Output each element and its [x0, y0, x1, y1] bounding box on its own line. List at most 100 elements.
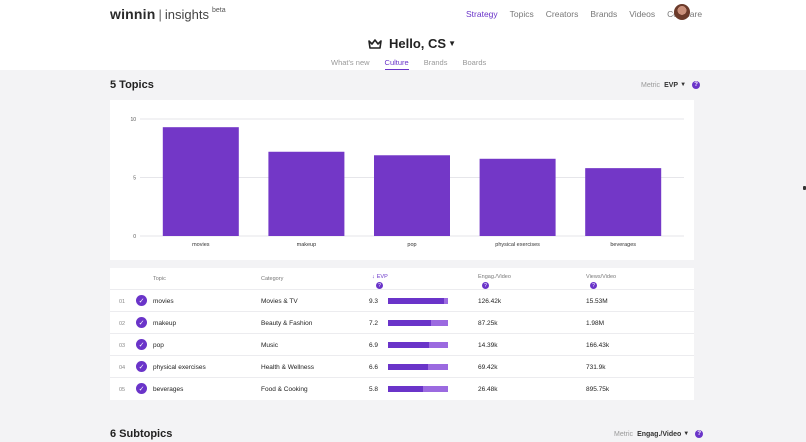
row-engag: 14.39k: [478, 342, 498, 349]
y-tick-label: 5: [133, 176, 136, 182]
row-engag: 69.42k: [478, 364, 498, 371]
evp-bar-fill: [388, 298, 444, 304]
row-topic[interactable]: beverages: [153, 386, 184, 393]
check-icon[interactable]: ✓: [136, 295, 147, 306]
evp-bar: [388, 364, 448, 370]
help-icon[interactable]: ?: [482, 282, 489, 289]
evp-bar-fill: [388, 320, 432, 326]
nav-brands[interactable]: Brands: [590, 9, 618, 19]
topics-section-title: 5 Topics: [110, 79, 154, 91]
tab-brands[interactable]: Brands: [423, 58, 448, 67]
bar-beverages[interactable]: [585, 168, 662, 236]
col-evp[interactable]: ↓ EVP ?: [372, 274, 388, 289]
col-views[interactable]: Views/Video ?: [586, 274, 617, 289]
bar-makeup[interactable]: [268, 151, 345, 236]
row-rank: 05: [119, 387, 126, 393]
tab-culture[interactable]: Culture: [384, 58, 409, 70]
subtopics-metric-selector[interactable]: Metric Engag./Video ▼ ?: [614, 430, 704, 438]
col-category[interactable]: Category: [261, 276, 284, 282]
row-topic[interactable]: physical exercises: [153, 364, 206, 371]
row-category: Music: [261, 342, 278, 349]
row-engag: 26.48k: [478, 386, 498, 393]
beta-badge: beta: [212, 7, 226, 14]
scroll-handle[interactable]: [803, 186, 806, 190]
row-category: Beauty & Fashion: [261, 320, 313, 327]
tab-whats-new[interactable]: What's new: [331, 58, 370, 67]
chevron-down-icon: ▼: [683, 431, 690, 437]
row-views: 166.43k: [586, 342, 610, 349]
top-header: winnin | insights beta Strategy Topics C…: [0, 0, 806, 70]
row-evp: 9.3: [369, 298, 379, 305]
evp-bar-fill: [388, 342, 430, 348]
table-row[interactable]: 02 ✓ makeup Beauty & Fashion 7.2 87.25k …: [110, 311, 694, 333]
x-tick-label: movies: [192, 242, 210, 248]
bar-movies[interactable]: [162, 127, 239, 236]
bar-pop[interactable]: [374, 155, 450, 236]
col-topic[interactable]: Topic: [153, 276, 166, 282]
metric-label: Metric: [641, 81, 661, 89]
avatar[interactable]: [674, 4, 690, 20]
metric-label: Metric: [614, 430, 634, 438]
metric-value: EVP: [664, 81, 679, 89]
col-engag[interactable]: Engag./Video ?: [478, 274, 511, 289]
crown-icon: [368, 38, 382, 49]
table-row[interactable]: 04 ✓ physical exercises Health & Wellnes…: [110, 355, 694, 377]
x-tick-label: beverages: [610, 242, 636, 248]
col-engag-label: Engag./Video: [478, 274, 511, 280]
help-icon[interactable]: ?: [692, 81, 701, 89]
nav-videos[interactable]: Videos: [629, 9, 656, 19]
row-engag: 126.42k: [478, 298, 502, 305]
nav-strategy[interactable]: Strategy: [466, 9, 498, 19]
y-tick-label: 0: [133, 234, 136, 240]
subtopics-section-title: 6 Subtopics: [110, 428, 173, 440]
check-icon[interactable]: ✓: [136, 339, 147, 350]
help-icon[interactable]: ?: [590, 282, 597, 289]
row-views: 731.9k: [586, 364, 606, 371]
evp-bar: [388, 320, 448, 326]
topics-bar-chart: 0 5 10 movies makeup pop physical exercises bev…: [130, 117, 684, 248]
check-icon[interactable]: ✓: [136, 383, 147, 394]
table-row[interactable]: 05 ✓ beverages Food & Cooking 5.8 26.48k…: [110, 377, 694, 399]
bar-physical-exercises[interactable]: [479, 158, 556, 236]
greeting: Hello, CS: [389, 36, 447, 51]
row-evp: 5.8: [369, 386, 379, 393]
row-topic[interactable]: makeup: [153, 320, 177, 327]
help-icon[interactable]: ?: [376, 282, 383, 289]
table-row[interactable]: 03 ✓ pop Music 6.9 14.39k 166.43k: [110, 333, 694, 355]
row-views: 15.53M: [586, 298, 608, 305]
row-category: Food & Cooking: [261, 386, 308, 393]
tab-boards[interactable]: Boards: [462, 58, 487, 67]
topics-chart-card: 0 5 10 movies makeup pop physical exercises bev…: [110, 100, 694, 260]
logo-separator: |: [158, 7, 162, 22]
row-rank: 01: [119, 299, 126, 305]
nav-creators[interactable]: Creators: [545, 9, 579, 19]
col-evp-label: EVP: [376, 274, 388, 280]
row-views: 895.75k: [586, 386, 610, 393]
winnin-logo[interactable]: winnin | insights beta: [110, 6, 226, 22]
evp-bar: [388, 386, 448, 392]
topics-table: Topic Category ↓ EVP ? Engag./Video ? Vi…: [110, 268, 694, 400]
x-tick-label: physical exercises: [495, 242, 540, 248]
help-icon[interactable]: ?: [695, 430, 704, 438]
logo-sub-text: insights: [164, 7, 209, 22]
check-icon[interactable]: ✓: [136, 361, 147, 372]
row-category: Movies & TV: [261, 298, 298, 305]
check-icon[interactable]: ✓: [136, 317, 147, 328]
evp-bar-fill: [388, 386, 423, 392]
table-row[interactable]: 01 ✓ movies Movies & TV 9.3 126.42k 15.5…: [110, 289, 694, 311]
row-category: Health & Wellness: [261, 364, 314, 371]
account-switcher[interactable]: Hello, CS ▼: [368, 36, 456, 51]
sort-arrow-icon: ↓: [372, 274, 375, 280]
col-views-label: Views/Video: [586, 274, 617, 280]
topics-metric-selector[interactable]: Metric EVP ▼ ?: [641, 81, 701, 89]
x-tick-label: makeup: [297, 242, 317, 248]
row-rank: 04: [119, 365, 126, 371]
evp-bar-fill: [388, 364, 428, 370]
chevron-down-icon: ▼: [680, 82, 687, 88]
row-topic[interactable]: pop: [153, 342, 164, 349]
chevron-down-icon: ▼: [448, 39, 456, 48]
evp-bar: [388, 298, 448, 304]
y-tick-label: 10: [130, 117, 136, 123]
row-topic[interactable]: movies: [153, 298, 174, 305]
nav-topics[interactable]: Topics: [509, 9, 534, 19]
